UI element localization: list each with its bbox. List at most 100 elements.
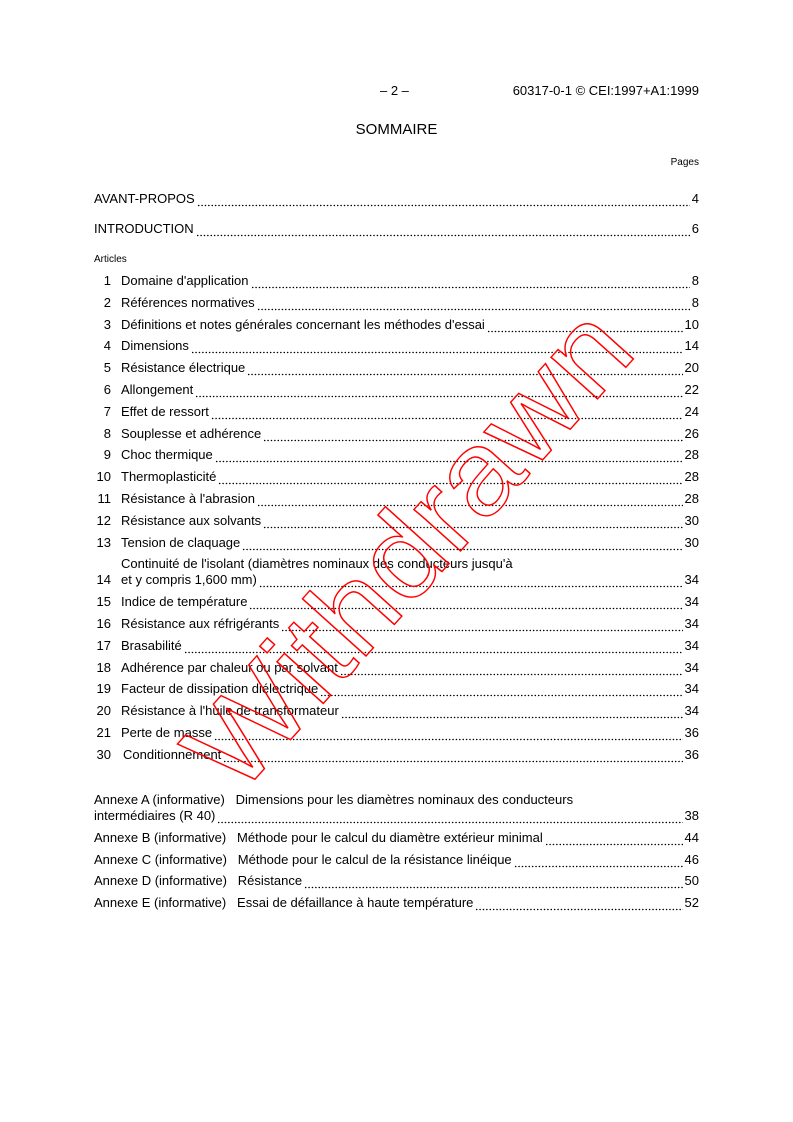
toc-entry-article-17[interactable]: 17 Brasabilité 34 xyxy=(94,638,699,654)
toc-entry-number: 3 xyxy=(103,316,111,332)
toc-entry-page: 28 xyxy=(684,490,699,506)
toc-entry-introduction[interactable]: INTRODUCTION 6 xyxy=(94,221,699,237)
toc-entry-label: Choc thermique xyxy=(121,447,213,463)
toc-entry-number: 30 xyxy=(96,746,111,762)
page-title: SOMMAIRE xyxy=(355,121,438,138)
toc-entry-article-12[interactable]: 12 Résistance aux solvants 30 xyxy=(94,513,699,529)
toc-entry-page: 6 xyxy=(691,221,699,236)
toc-entry-page: 10 xyxy=(684,316,699,332)
toc-entry-number: 4 xyxy=(103,338,111,354)
toc-entry-label: Thermoplasticité xyxy=(121,469,217,485)
dot-leader xyxy=(217,812,683,824)
toc-entry-page: 34 xyxy=(684,594,699,610)
toc-entry-number: 21 xyxy=(96,724,111,740)
toc-entry-article-5[interactable]: 5 Résistance électrique 20 xyxy=(94,360,699,377)
toc-entry-article-30[interactable]: 30 Conditionnement 36 xyxy=(94,747,699,763)
toc-entry-article-9[interactable]: 9 Choc thermique 28 xyxy=(94,447,699,464)
toc-entry-number: 10 xyxy=(96,469,111,485)
toc-entry-annex[interactable]: Annexe E (informative) Essai de défailla… xyxy=(94,895,699,912)
toc-entry-label: Résistance à l'huile de transformateur xyxy=(121,703,339,719)
toc-entry-article-1[interactable]: 1 Domaine d'application 8 xyxy=(94,273,699,289)
toc-entry-number: 8 xyxy=(103,425,111,441)
toc-entry-label: Annexe C (informative) Méthode pour le c… xyxy=(94,851,512,867)
toc-entry-page: 8 xyxy=(691,273,699,288)
toc-entry-article-10[interactable]: 10 Thermoplasticité 28 xyxy=(94,469,699,486)
dot-leader xyxy=(250,277,690,289)
toc-entry-article-6[interactable]: 6 Allongement 22 xyxy=(94,382,699,398)
toc-entry-label: Annexe B (informative) Méthode pour le c… xyxy=(94,829,543,845)
dot-leader xyxy=(210,407,683,420)
toc-entry-label: Résistance aux réfrigérants xyxy=(121,615,280,631)
dot-leader xyxy=(247,364,683,377)
toc-entry-annex[interactable]: Annexe B (informative) Méthode pour le c… xyxy=(94,830,699,846)
toc-entry-avant-propos[interactable]: AVANT-PROPOS 4 xyxy=(94,191,699,207)
toc-entry-number: 19 xyxy=(96,681,111,697)
dot-leader xyxy=(223,750,683,763)
articles-label: Articles xyxy=(94,254,127,265)
toc-annexes: Annexe A (informative) Dimensions pour l… xyxy=(94,792,699,917)
dot-leader xyxy=(263,429,683,442)
toc-entry-label: Perte de masse xyxy=(121,724,213,740)
toc-entry-number: 1 xyxy=(103,273,111,288)
toc-entry-page: 46 xyxy=(684,851,699,867)
toc-entry-label: INTRODUCTION xyxy=(94,221,194,236)
toc-entry-article-15[interactable]: 15 Indice de température 34 xyxy=(94,594,699,611)
toc-entry-label: Allongement xyxy=(121,381,194,397)
toc-entry-label: Adhérence par chaleur ou par solvant xyxy=(121,659,338,675)
dot-leader xyxy=(249,598,683,611)
toc-entry-label: Annexe A (informative) Dimensions pour l… xyxy=(94,792,574,807)
toc-entry-annex[interactable]: Annexe A (informative) Dimensions pour l… xyxy=(94,792,699,824)
dot-leader xyxy=(486,320,683,333)
toc-entry-page: 28 xyxy=(684,447,699,463)
toc-entry-annex[interactable]: Annexe D (informative) Résistance 50 xyxy=(94,873,699,890)
toc-entry-number: 2 xyxy=(103,294,111,310)
dot-leader xyxy=(340,707,683,720)
toc-entry-article-2[interactable]: 2 Références normatives 8 xyxy=(94,295,699,311)
toc-entry-label-wrap: Annexe A (informative) Dimensions pour l… xyxy=(94,792,699,824)
toc-entry-page: 30 xyxy=(684,534,699,550)
toc-entry-number: 20 xyxy=(96,703,111,719)
toc-entry-label: Facteur de dissipation diélectrique xyxy=(121,681,319,697)
toc-entry-page: 36 xyxy=(684,746,699,762)
toc-entry-article-20[interactable]: 20 Résistance à l'huile de transformateur… xyxy=(94,703,699,720)
toc-entry-article-3[interactable]: 3 Définitions et notes générales concerna… xyxy=(94,317,699,333)
toc-entry-page: 28 xyxy=(684,469,699,485)
toc-entry-article-13[interactable]: 13 Tension de claquage 30 xyxy=(94,535,699,551)
toc-entry-page: 22 xyxy=(684,381,699,397)
toc-entry-number: 15 xyxy=(96,594,111,610)
toc-entry-label-continued: intermédiaires (R 40) xyxy=(94,808,216,823)
toc-entry-label: Résistance à l'abrasion xyxy=(121,490,255,506)
toc-entry-article-4[interactable]: 4 Dimensions 14 xyxy=(94,338,699,355)
dot-leader xyxy=(218,473,683,486)
toc-entry-article-8[interactable]: 8 Souplesse et adhérence 26 xyxy=(94,426,699,442)
toc-entry-second-line: et y compris 1,600 mm) 34 xyxy=(121,572,699,589)
toc-entry-article-11[interactable]: 11 Résistance à l'abrasion 28 xyxy=(94,491,699,507)
dot-leader xyxy=(513,855,683,868)
toc-entry-label: Tension de claquage xyxy=(121,534,241,550)
toc-entry-page: 52 xyxy=(684,895,699,911)
toc-entry-label: Annexe D (informative) Résistance xyxy=(94,873,303,889)
dot-leader xyxy=(190,342,683,355)
toc-entry-label: Brasabilité xyxy=(121,637,182,653)
toc-entry-article-18[interactable]: 18 Adhérence par chaleur ou par solvant 34 xyxy=(94,660,699,676)
toc-entry-page: 34 xyxy=(684,703,699,719)
toc-entry-page: 26 xyxy=(684,425,699,441)
toc-entry-page: 8 xyxy=(691,294,699,310)
toc-entry-annex[interactable]: Annexe C (informative) Méthode pour le c… xyxy=(94,852,699,868)
pages-column-label: Pages xyxy=(670,157,699,168)
toc-entry-label: Continuité de l'isolant (diamètres nomin… xyxy=(121,556,513,572)
toc-entry-label: AVANT-PROPOS xyxy=(94,191,195,206)
toc-entry-article-14[interactable]: 14 Continuité de l'isolant (diamètres nom… xyxy=(94,556,699,589)
dot-leader xyxy=(339,663,683,676)
dot-leader xyxy=(196,195,690,207)
toc-entry-page: 34 xyxy=(684,681,699,697)
toc-entry-article-21[interactable]: 21 Perte de masse 36 xyxy=(94,725,699,741)
toc-entry-label: Dimensions xyxy=(121,338,189,354)
dot-leader xyxy=(195,225,690,237)
toc-entry-article-16[interactable]: 16 Résistance aux réfrigérants 34 xyxy=(94,616,699,632)
toc-entry-label: Résistance électrique xyxy=(121,360,246,376)
toc-entry-article-7[interactable]: 7 Effet de ressort 24 xyxy=(94,404,699,420)
toc-entry-article-19[interactable]: 19 Facteur de dissipation diélectrique 34 xyxy=(94,681,699,698)
toc-entry-page: 34 xyxy=(684,637,699,653)
dot-leader xyxy=(475,899,683,912)
